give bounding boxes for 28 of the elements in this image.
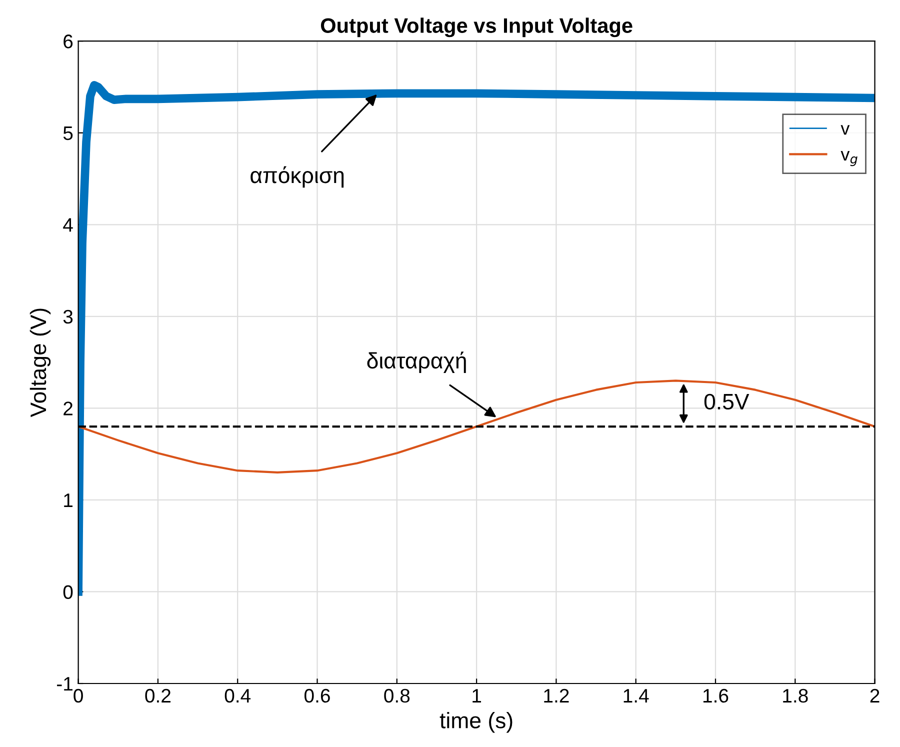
legend-label: v [840, 125, 850, 135]
chart-title: Output Voltage vs Input Voltage [320, 18, 632, 38]
annotation: διαταραχή [367, 352, 466, 373]
y-tick-label: 6 [64, 34, 73, 48]
x-tick-label: 0.8 [384, 688, 410, 703]
y-tick-label: 5 [63, 126, 73, 140]
y-tick-label: 3 [63, 310, 73, 324]
annotation: απόκριση [250, 166, 344, 188]
y-tick-label: 4 [63, 218, 73, 232]
y-tick-label: 2 [64, 402, 72, 416]
y-axis-title: Voltage (V) [30, 308, 51, 418]
y-tick-label: 0 [63, 585, 73, 599]
annotation: 0.5V [704, 394, 750, 410]
x-tick-label: 0.4 [224, 688, 251, 703]
x-axis-title: time (s) [440, 712, 512, 733]
y-tick-label: 1 [64, 494, 72, 507]
y-tick-label: -1 [57, 677, 72, 691]
x-tick-label: 0.2 [145, 688, 170, 703]
x-tick-label: 1.4 [624, 689, 649, 702]
x-tick-label: 1.8 [783, 688, 808, 703]
x-tick-label: 0 [74, 688, 83, 703]
x-tick-label: 1 [472, 689, 482, 702]
line-series [78, 380, 875, 474]
x-tick-label: 1.2 [544, 688, 569, 702]
x-tick-label: 1.6 [703, 688, 728, 703]
x-tick-label: 2 [870, 688, 880, 702]
x-tick-label: 0.6 [304, 688, 330, 703]
legend-label: v$_{g}$ [840, 150, 858, 166]
